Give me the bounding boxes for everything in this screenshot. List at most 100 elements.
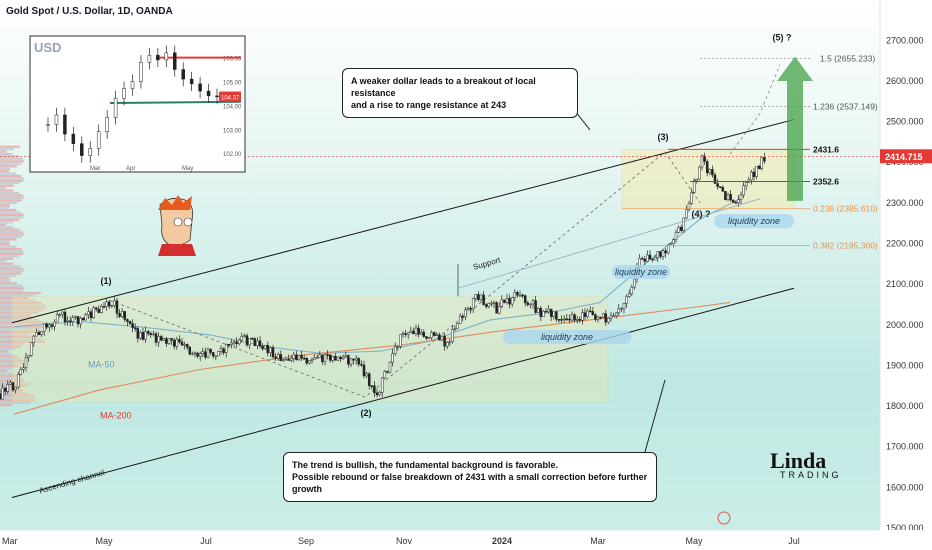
inset-candle-body <box>105 117 109 132</box>
range-zone <box>11 296 609 403</box>
candle-body <box>432 332 436 336</box>
channel-lower-line <box>11 287 795 499</box>
volume-profile-bar <box>0 152 13 156</box>
candle-body <box>700 155 704 168</box>
candle-body <box>102 306 106 308</box>
candle-body <box>222 348 225 353</box>
candle-body <box>110 305 114 307</box>
candle-body <box>679 226 683 231</box>
inset-x-tick: May <box>182 166 193 172</box>
candle-body <box>159 336 163 341</box>
volume-profile-bar <box>0 343 24 346</box>
volume-profile-bar <box>0 257 14 260</box>
candle-body <box>50 324 54 327</box>
candle-body <box>425 336 428 339</box>
volume-profile-bar <box>0 372 15 375</box>
candle-body <box>45 323 49 328</box>
candle-body <box>698 166 701 180</box>
candle-body <box>495 302 498 314</box>
candle-body <box>552 311 556 317</box>
candle-body <box>19 369 23 375</box>
volume-profile-bar <box>0 255 20 258</box>
price-axis-bg <box>880 0 932 550</box>
volume-profile-bar <box>0 279 11 282</box>
candle-body <box>133 327 137 329</box>
candle-body <box>367 373 371 386</box>
volume-profile-bar <box>0 347 16 351</box>
candle-body <box>643 258 647 262</box>
candle-body <box>713 174 717 184</box>
candle-body <box>300 355 303 359</box>
candle-body <box>196 352 199 357</box>
candle-body <box>575 318 579 321</box>
candle-body <box>565 318 569 321</box>
candle-body <box>604 313 608 323</box>
candle-body <box>245 335 249 346</box>
volume-profile-bar <box>0 187 7 190</box>
volume-profile-bar <box>0 374 21 378</box>
candle-body <box>490 302 493 305</box>
cartoon-character <box>158 195 196 256</box>
y-tick-label: 2200.000 <box>886 239 924 249</box>
candle-body <box>534 300 537 313</box>
candle-body <box>614 312 618 316</box>
candle-body <box>237 339 241 344</box>
candle-body <box>547 308 550 312</box>
candle-body <box>443 335 446 347</box>
volume-profile-bar <box>0 360 24 363</box>
candle-body <box>27 355 30 358</box>
candle-body <box>620 308 623 310</box>
candle-body <box>578 318 582 321</box>
candle-body <box>360 363 363 366</box>
volume-profile-bar <box>0 238 17 241</box>
volume-profile-bar <box>0 274 17 278</box>
candle-body <box>757 165 761 169</box>
volume-profile-bar <box>0 260 7 263</box>
candle-body <box>89 311 93 318</box>
candle-body <box>230 342 233 345</box>
candle-body <box>211 352 215 357</box>
liquidity-zone-2-bg <box>612 264 670 279</box>
callout-top: A weaker dollar leads to a breakout of l… <box>342 68 578 118</box>
candle-body <box>406 332 410 335</box>
candle-body <box>232 341 236 344</box>
candle-body <box>24 357 28 368</box>
candle-body <box>378 392 381 396</box>
candle-body <box>373 385 376 394</box>
candle-body <box>510 297 514 305</box>
x-tick-label: May <box>95 536 113 546</box>
candle-body <box>321 354 324 363</box>
x-tick-label: Jul <box>788 536 800 546</box>
candle-body <box>466 307 470 311</box>
candle-body <box>261 345 264 350</box>
candle-body <box>274 356 277 359</box>
candle-body <box>139 332 142 339</box>
candle-body <box>235 341 238 344</box>
inset-y-tick: 105.00 <box>223 80 242 86</box>
volume-profile-bar <box>0 377 24 380</box>
candle-body <box>581 312 584 321</box>
candle-body <box>542 310 545 317</box>
inset-candle-body <box>113 97 118 118</box>
inset-y-tick: 106.00 <box>223 57 242 63</box>
candle-body <box>120 311 124 317</box>
candle-body <box>672 239 675 244</box>
volume-profile-bar <box>0 311 38 314</box>
current-price-tag <box>880 149 932 164</box>
candle-body <box>365 373 368 377</box>
volume-profile-bar <box>0 189 14 192</box>
volume-profile-bar <box>0 299 36 302</box>
candle-body <box>487 303 491 307</box>
candle-body <box>646 254 649 262</box>
volume-profile-bar <box>0 177 24 180</box>
candle-body <box>289 358 293 361</box>
candle-body <box>703 155 706 162</box>
candle-body <box>224 344 228 353</box>
inset-candle-body <box>164 52 169 61</box>
volume-profile-bar <box>0 387 21 390</box>
candle-body <box>737 199 740 204</box>
candle-body <box>560 319 563 321</box>
candle-body <box>354 358 358 361</box>
liquidity-zone-1-label: liquidity zone <box>541 332 593 342</box>
